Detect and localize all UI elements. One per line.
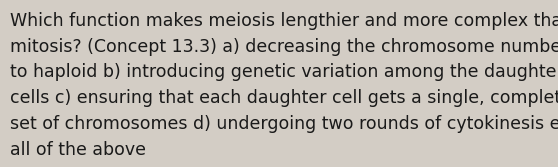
Text: mitosis? (Concept 13.3) a) decreasing the chromosome number: mitosis? (Concept 13.3) a) decreasing th… (10, 38, 558, 56)
Text: to haploid b) introducing genetic variation among the daughter: to haploid b) introducing genetic variat… (10, 63, 558, 81)
Text: set of chromosomes d) undergoing two rounds of cytokinesis e): set of chromosomes d) undergoing two rou… (10, 115, 558, 133)
Text: Which function makes meiosis lengthier and more complex than: Which function makes meiosis lengthier a… (10, 12, 558, 30)
Text: all of the above: all of the above (10, 141, 146, 159)
Text: cells c) ensuring that each daughter cell gets a single, complete: cells c) ensuring that each daughter cel… (10, 89, 558, 107)
